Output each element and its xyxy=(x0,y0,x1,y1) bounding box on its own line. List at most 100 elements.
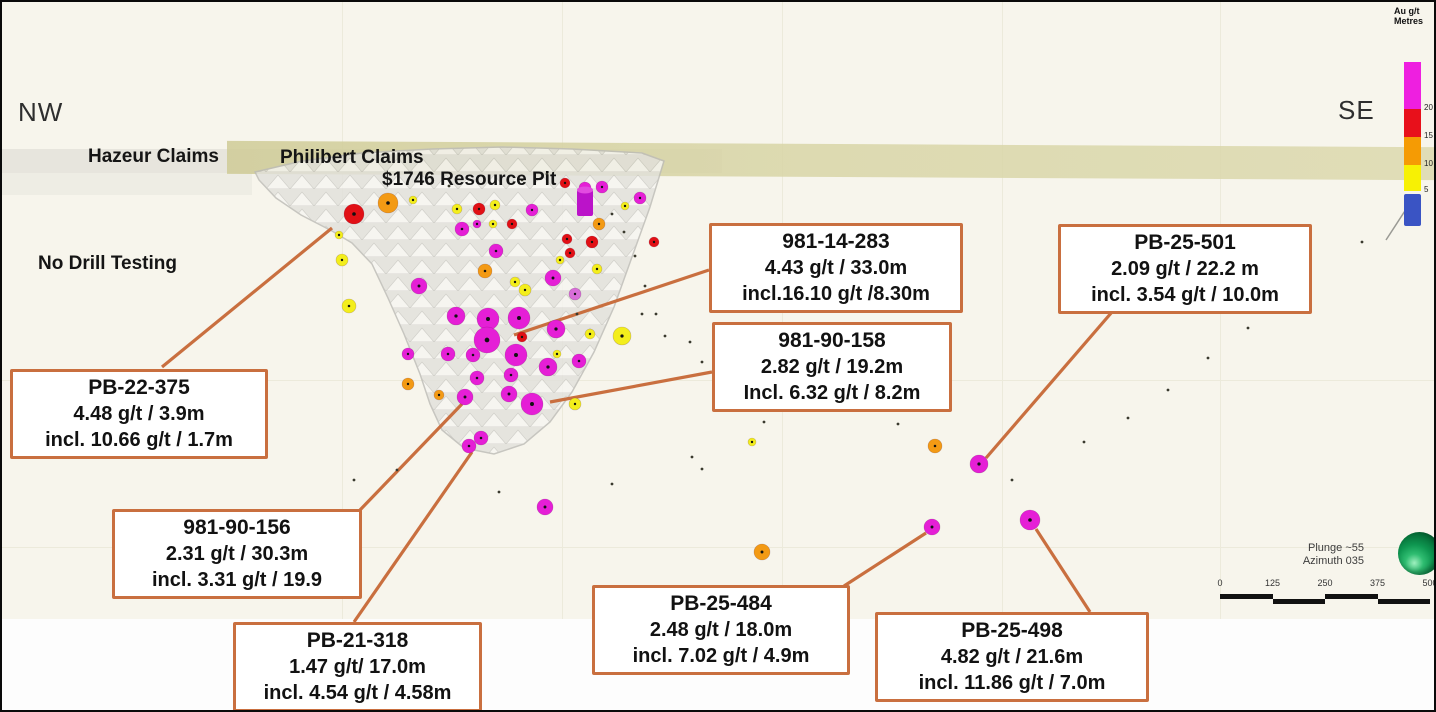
dot-center xyxy=(551,276,555,280)
leader-line xyxy=(1034,528,1092,613)
speck xyxy=(497,490,501,494)
gridline xyxy=(1002,2,1003,710)
assay-line: 4.43 g/t / 33.0m xyxy=(764,257,908,279)
dot-center xyxy=(573,292,577,296)
assay-line: 2.48 g/t / 18.0m xyxy=(649,619,793,641)
dot-center xyxy=(477,207,481,211)
no-drill-testing-label: No Drill Testing xyxy=(38,253,177,274)
dot-center xyxy=(513,280,517,284)
speck xyxy=(896,422,900,426)
legend-title-line1: Au g/t xyxy=(1394,6,1420,16)
dot-center xyxy=(620,334,624,338)
dot-center xyxy=(590,240,594,244)
gridline xyxy=(342,2,343,710)
speck xyxy=(545,172,549,176)
leader-lines xyxy=(160,226,1114,623)
callout-981-14-283: 981-14-283 4.43 g/t / 33.0m incl.16.10 g/t… xyxy=(709,223,963,313)
dot-center xyxy=(623,204,627,208)
dot-center xyxy=(437,393,441,397)
dot-center xyxy=(577,359,581,363)
speck xyxy=(610,212,614,216)
scale-bar-segment xyxy=(1325,594,1378,599)
speck xyxy=(690,455,694,459)
legend-tick-label: 20 xyxy=(1424,103,1433,112)
azimuth-label: Azimuth 035 xyxy=(1302,555,1364,567)
callout-PB-25-484: PB-25-484 2.48 g/t / 18.0m incl. 7.02 g/t … xyxy=(592,585,850,675)
drillhole-id: 981-90-158 xyxy=(778,329,886,352)
dot-center xyxy=(471,353,475,357)
assay-line: 2.31 g/t / 30.3m xyxy=(165,543,309,565)
dot-center xyxy=(543,505,547,509)
speck xyxy=(1010,478,1014,482)
dot-center xyxy=(446,352,450,356)
dot-center xyxy=(573,402,577,406)
callout-981-90-158: 981-90-158 2.82 g/t / 19.2m Incl. 6.32 g/t… xyxy=(712,322,952,412)
leader-line xyxy=(843,531,927,588)
dot-center xyxy=(507,392,511,396)
legend-tick-label: 10 xyxy=(1424,159,1433,168)
dot-center xyxy=(406,382,410,386)
speck xyxy=(1246,326,1250,330)
gridline xyxy=(1220,2,1221,710)
dot-center xyxy=(520,335,524,339)
dot-center xyxy=(554,327,558,331)
assay-line: incl.16.10 g/t /8.30m xyxy=(742,283,930,305)
scale-tick-label: 375 xyxy=(1369,578,1386,588)
legend-tick-label: 5 xyxy=(1424,185,1429,194)
dot-center xyxy=(509,373,513,377)
dot-center xyxy=(417,284,421,288)
legend-title-line2: Metres xyxy=(1394,16,1424,26)
dot-center xyxy=(760,550,764,554)
speck xyxy=(447,184,451,188)
scale-tick-label: 500 xyxy=(1422,578,1434,588)
dot-center xyxy=(750,440,754,444)
dot-center xyxy=(517,316,521,320)
legend-color-block xyxy=(1404,137,1421,165)
color-legend: Au g/t Metres 20 15 10 5 xyxy=(1394,6,1434,226)
dot-center xyxy=(588,332,592,336)
assay-line: incl. 11.86 g/t / 7.0m xyxy=(918,672,1106,694)
leader-line xyxy=(352,451,474,623)
drillhole-id: PB-25-484 xyxy=(670,592,772,615)
scale-tick-label: 125 xyxy=(1264,578,1281,588)
callout-981-90-156: 981-90-156 2.31 g/t / 30.3m incl. 3.31 g/t… xyxy=(112,509,362,599)
scale-bar-segment xyxy=(1272,599,1325,604)
speck xyxy=(520,178,524,182)
pit-mesh xyxy=(253,146,665,455)
dot-center xyxy=(406,352,410,356)
dot-center xyxy=(454,314,458,318)
speck xyxy=(352,478,356,482)
dot-center xyxy=(638,196,642,200)
speck xyxy=(420,180,424,184)
speck xyxy=(643,284,647,288)
dot-center xyxy=(933,444,937,448)
scale-tick-label: 250 xyxy=(1317,578,1333,588)
dot-center xyxy=(493,203,497,207)
dot-center xyxy=(523,288,527,292)
dot-center xyxy=(411,198,415,202)
drillhole-id: PB-25-498 xyxy=(961,619,1063,642)
speck xyxy=(1082,440,1086,444)
dot-center xyxy=(340,258,344,262)
scale-bar-segment xyxy=(1377,599,1430,604)
dot-center xyxy=(652,240,656,244)
speck xyxy=(610,482,614,486)
dot-center xyxy=(386,201,390,205)
speck xyxy=(1360,240,1364,244)
dot-center xyxy=(467,444,471,448)
gridline xyxy=(2,547,1434,548)
speck xyxy=(663,334,667,338)
dot-center xyxy=(337,233,341,237)
speck xyxy=(633,254,637,258)
callout-PB-25-501: PB-25-501 2.09 g/t / 22.2 m incl. 3.54 g/t… xyxy=(1058,224,1312,314)
drillhole-id: 981-90-156 xyxy=(183,516,291,539)
callout-PB-25-498: PB-25-498 4.82 g/t / 21.6m incl. 11.86 g/t… xyxy=(875,612,1149,702)
drill-intercept-dots xyxy=(334,177,1041,561)
dot-center xyxy=(977,462,981,466)
dot-center xyxy=(530,208,534,212)
speck xyxy=(700,360,704,364)
speck xyxy=(1166,388,1170,392)
leader-line xyxy=(513,268,710,337)
dot-center xyxy=(568,251,572,255)
